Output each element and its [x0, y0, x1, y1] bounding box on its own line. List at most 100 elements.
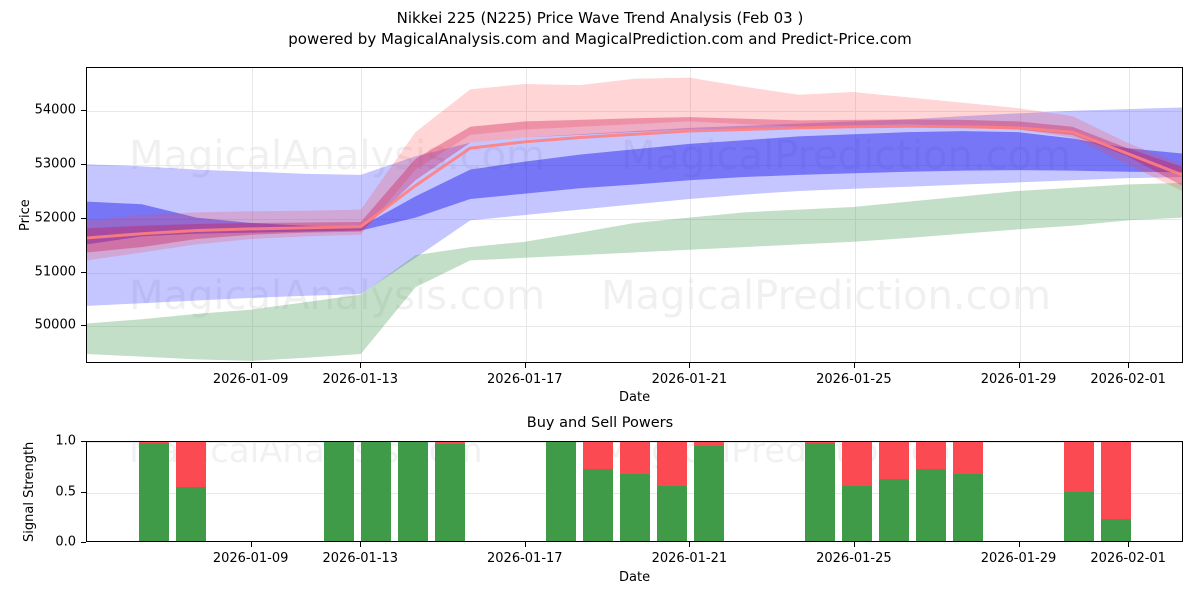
- x-tick-label-bars: 2026-01-17: [487, 551, 563, 566]
- x-tick-main: [250, 363, 252, 368]
- bars-chart-title: Buy and Sell Powers: [526, 415, 674, 431]
- x-tick-label-bars: 2026-02-01: [1090, 551, 1166, 566]
- signal-bar[interactable]: [620, 442, 650, 541]
- buy-power-segment: [583, 469, 613, 541]
- buy-power-segment: [879, 479, 909, 541]
- x-tick-label-main: 2026-01-29: [980, 372, 1057, 387]
- signal-bar[interactable]: [324, 442, 354, 541]
- sell-power-segment: [176, 442, 206, 487]
- y-tick-main: [81, 217, 86, 219]
- y-tick-bars: [81, 542, 86, 543]
- gridline-v: [251, 68, 253, 362]
- y-tick-main: [81, 110, 86, 112]
- price-band-series: [87, 77, 1182, 361]
- x-tick-bars: [1018, 542, 1020, 547]
- gridline-h: [87, 111, 1182, 113]
- x-tick-label-main: 2026-01-17: [487, 372, 563, 387]
- date-axis-title-main: Date: [619, 390, 651, 405]
- gridline-v: [690, 68, 692, 362]
- buy-power-segment: [139, 443, 169, 541]
- x-tick-main: [360, 363, 362, 368]
- signal-bar[interactable]: [916, 442, 946, 541]
- sell-power-segment: [1064, 442, 1094, 492]
- buy-power-segment: [953, 474, 983, 541]
- buy-power-segment: [324, 442, 354, 541]
- signal-bar[interactable]: [361, 442, 391, 541]
- sell-power-segment: [620, 442, 650, 475]
- y-tick-main: [81, 271, 86, 273]
- sell-power-segment: [916, 442, 946, 470]
- gridline-v: [854, 68, 856, 362]
- signal-chart-axes: MagicalAnalysis.com MagicalPrediction.com: [86, 441, 1183, 542]
- x-tick-label-main: 2026-01-09: [212, 372, 289, 387]
- date-axis-title-bars: Date: [619, 570, 651, 585]
- page-title: Nikkei 225 (N225) Price Wave Trend Analy…: [396, 9, 804, 27]
- y-tick-main: [81, 325, 86, 327]
- buy-power-segment: [916, 469, 946, 541]
- x-tick-label-main: 2026-01-21: [651, 372, 728, 387]
- line-center-trend-line: [87, 124, 1182, 240]
- sell-power-segment: [842, 442, 872, 486]
- price-chart-axes: MagicalAnalysis.com MagicalPrediction.com…: [86, 67, 1183, 363]
- buy-power-segment: [176, 486, 206, 541]
- x-tick-main: [1128, 363, 1130, 368]
- x-tick-bars: [360, 542, 362, 547]
- y-tick-label-main: 51000: [34, 264, 76, 279]
- signal-bar[interactable]: [657, 442, 687, 541]
- signal-bar[interactable]: [139, 442, 169, 541]
- sell-power-segment: [1101, 442, 1131, 519]
- gridline-v: [1129, 68, 1131, 362]
- buy-power-segment: [657, 485, 687, 541]
- band-green-support-band: [87, 182, 1182, 361]
- price-axis-title: Price: [18, 199, 33, 231]
- signal-bar[interactable]: [435, 442, 465, 541]
- x-tick-bars: [1128, 542, 1130, 547]
- buy-power-segment: [1064, 491, 1094, 541]
- gridline-v: [525, 68, 527, 362]
- x-tick-main: [853, 363, 855, 368]
- x-tick-bars: [853, 542, 855, 547]
- signal-bar[interactable]: [398, 442, 428, 541]
- x-tick-label-bars: 2026-01-21: [651, 551, 728, 566]
- signal-bar[interactable]: [953, 442, 983, 541]
- signal-bar[interactable]: [879, 442, 909, 541]
- buy-power-segment: [435, 444, 465, 541]
- sell-power-segment: [139, 442, 169, 443]
- y-tick-label-bars: 1.0: [55, 433, 76, 449]
- gridline-h: [87, 164, 1182, 166]
- buy-power-segment: [361, 442, 391, 541]
- x-tick-label-bars: 2026-01-25: [816, 551, 892, 566]
- y-tick-label-bars: 0.5: [55, 484, 76, 499]
- sell-power-segment: [694, 442, 724, 447]
- signal-bar[interactable]: [842, 442, 872, 541]
- gridline-h: [87, 218, 1182, 220]
- signal-bar[interactable]: [1101, 442, 1131, 541]
- signal-bar[interactable]: [805, 442, 835, 541]
- y-tick-label-bars: 0.0: [55, 534, 76, 550]
- x-tick-bars: [689, 542, 691, 547]
- sell-power-segment: [657, 442, 687, 486]
- x-tick-label-main: 2026-02-01: [1090, 372, 1166, 387]
- signal-bar[interactable]: [546, 442, 576, 541]
- buy-power-segment: [398, 442, 428, 541]
- sell-power-segment: [879, 442, 909, 480]
- band-red-outer-band: [87, 77, 1182, 261]
- buy-power-segment: [805, 443, 835, 541]
- gridline-v: [361, 68, 363, 362]
- y-tick-bars: [81, 491, 86, 493]
- x-tick-bars: [524, 542, 526, 547]
- buy-power-segment: [842, 485, 872, 541]
- buy-power-segment: [546, 442, 576, 541]
- band-blue-outer-band: [87, 107, 1182, 306]
- x-tick-label-bars: 2026-01-09: [212, 551, 289, 566]
- signal-bar[interactable]: [694, 442, 724, 541]
- x-tick-label-bars: 2026-01-29: [980, 551, 1057, 566]
- signal-bar[interactable]: [176, 442, 206, 541]
- x-tick-main: [1018, 363, 1020, 368]
- signal-bar[interactable]: [583, 442, 613, 541]
- band-blue-inner-band: [87, 131, 1182, 245]
- x-tick-main: [524, 363, 526, 368]
- chart-title-block: Nikkei 225 (N225) Price Wave Trend Analy…: [0, 8, 1200, 50]
- signal-bar[interactable]: [1064, 442, 1094, 541]
- y-tick-main: [81, 163, 86, 165]
